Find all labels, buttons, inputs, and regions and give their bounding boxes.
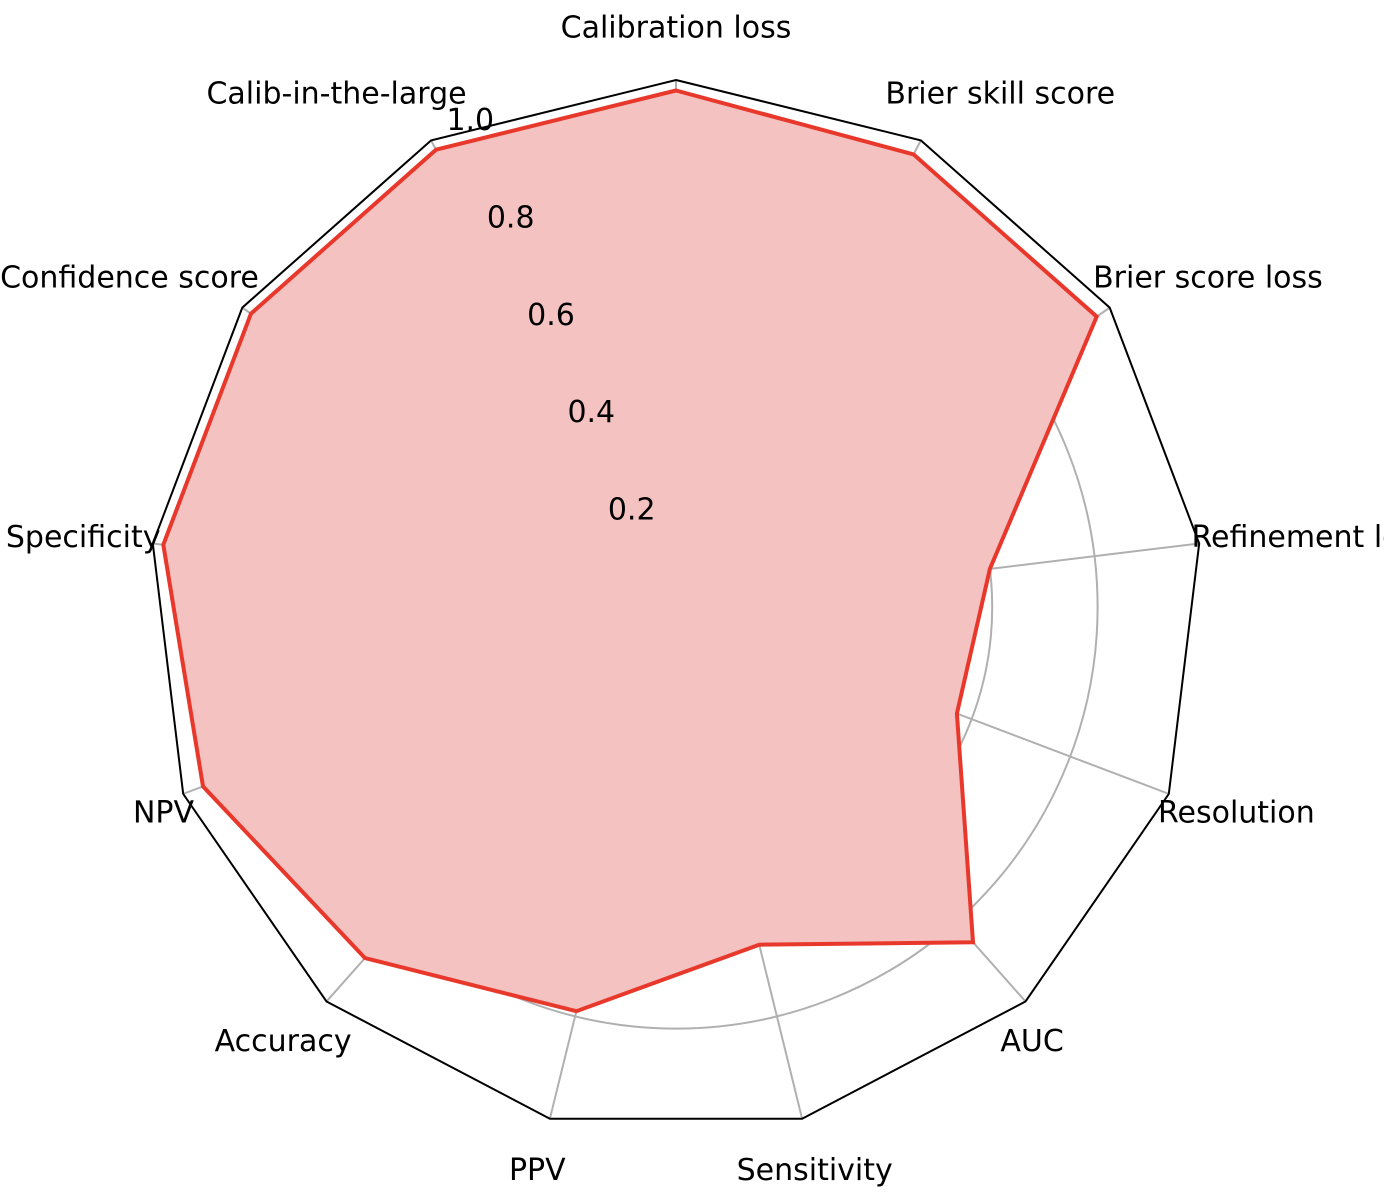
data-point-brier-score-loss	[1095, 315, 1098, 318]
data-point-confidence-score	[250, 312, 253, 315]
data-point-refinement-loss	[988, 567, 991, 570]
axis-label-npv: NPV	[133, 796, 195, 831]
series-area-model	[163, 91, 1096, 1012]
r-tick-label: 0.2	[608, 493, 656, 528]
axis-label-confidence-score: Confidence score	[0, 261, 259, 296]
axis-label-auc: AUC	[1000, 1024, 1063, 1059]
axis-label-sensitivity: Sensitivity	[737, 1153, 893, 1188]
r-tick-label: 0.8	[487, 201, 535, 236]
axis-label-brier-score-loss: Brier score loss	[1093, 261, 1323, 296]
data-point-specificity	[162, 543, 165, 546]
axis-label-ppv: PPV	[509, 1153, 566, 1188]
axis-label-calib-in-the-large: Calib-in-the-large	[206, 77, 466, 112]
axis-label-specificity: Specificity	[6, 520, 161, 555]
data-point-resolution	[955, 712, 958, 715]
data-point-ppv	[575, 1010, 578, 1013]
data-point-calibration-loss	[675, 89, 678, 92]
data-layer	[162, 89, 1098, 1013]
data-point-npv	[202, 785, 205, 788]
r-tick-label: 0.6	[527, 298, 575, 333]
axis-label-brier-skill-score: Brier skill score	[885, 77, 1115, 112]
r-tick-label: 0.4	[567, 395, 615, 430]
axis-label-refinement-loss: Refinement loss	[1192, 520, 1384, 555]
axis-label-calibration-loss: Calibration loss	[561, 10, 792, 45]
data-point-sensitivity	[758, 943, 761, 946]
data-point-auc	[972, 941, 975, 944]
axis-label-resolution: Resolution	[1158, 796, 1315, 831]
data-point-brier-skill-score	[912, 153, 915, 156]
data-point-accuracy	[364, 957, 367, 960]
data-point-calib-in-the-large	[435, 148, 438, 151]
axis-label-accuracy: Accuracy	[215, 1024, 352, 1059]
